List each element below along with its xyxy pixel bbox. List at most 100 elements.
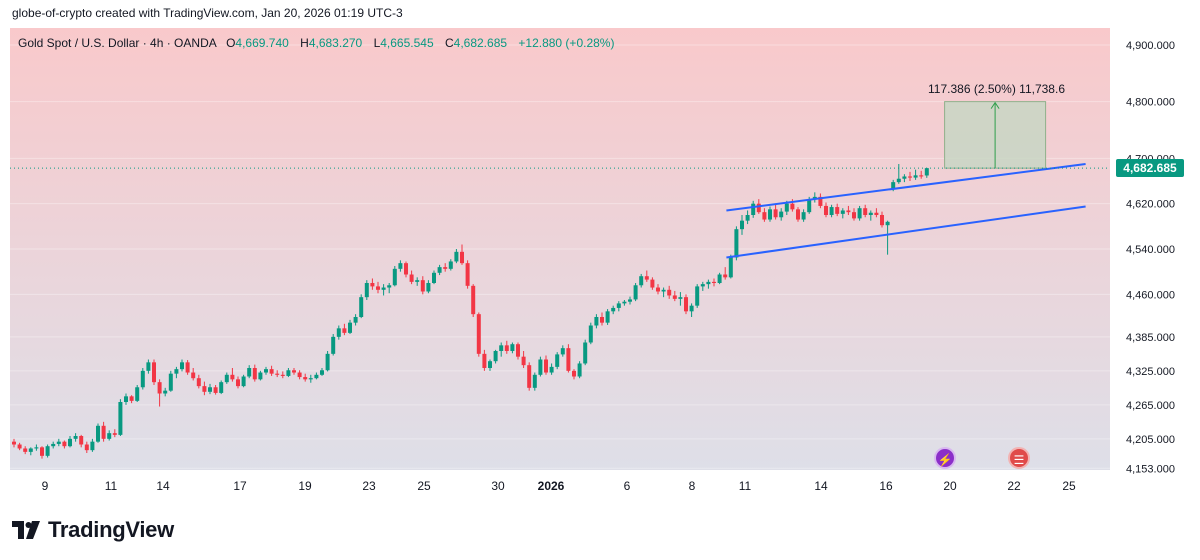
candle-body [96, 425, 100, 442]
brand-footer: TradingView [12, 516, 174, 544]
price-tick-label: 4,153.000 [1126, 463, 1175, 475]
candle-body [135, 387, 140, 401]
candle-body [672, 295, 677, 299]
measure-arrow-head [990, 101, 1000, 109]
candle-body [62, 441, 67, 447]
candle-body [717, 274, 722, 283]
time-tick-label: 17 [233, 479, 247, 493]
candle-body [34, 447, 39, 449]
candle-body [101, 425, 106, 439]
candle-body [437, 267, 442, 273]
candle-body [532, 374, 537, 388]
candle-body [241, 376, 246, 387]
candlestick-chart[interactable]: 4,900.0004,800.0004,700.0004,620.0004,54… [10, 28, 1190, 498]
candle-body [493, 351, 498, 362]
candle-body [90, 441, 95, 451]
time-tick-label: 14 [156, 479, 170, 493]
time-tick-label: 25 [417, 479, 431, 493]
price-tick-label: 4,800.000 [1126, 97, 1175, 109]
candle-body [476, 314, 481, 354]
candle-body [812, 196, 817, 200]
candle-body [56, 441, 61, 444]
candle-body [913, 175, 918, 178]
candle-body [504, 345, 509, 351]
candle-body [521, 356, 526, 366]
us-flag-icon[interactable]: ☰ [1008, 447, 1030, 469]
legend-low-key: L [373, 36, 381, 50]
candle-body [650, 279, 655, 288]
candle-body [303, 377, 308, 380]
candle-body [415, 280, 420, 282]
candle-body [471, 285, 476, 315]
candle-body [157, 382, 162, 394]
last-price-badge: 4,682.685 [1116, 159, 1184, 178]
candle-body [661, 289, 666, 292]
candle-body [745, 215, 750, 221]
candle-body [180, 362, 184, 370]
time-axis[interactable]: 9 11 14 17 19 23 25 30 2026 6 8 11 14 16 20 22 25 [42, 479, 1076, 493]
time-tick-label: 11 [105, 479, 118, 493]
candle-body [616, 303, 621, 308]
candle-body [68, 438, 72, 447]
candle-body [17, 444, 22, 449]
candle-body [891, 182, 896, 190]
candle-body [706, 281, 711, 285]
candle-body [213, 387, 218, 393]
candle-body [107, 433, 112, 439]
candle-body [348, 322, 352, 333]
legend-close: 4,682.685 [453, 36, 508, 50]
time-axis-background [10, 470, 1190, 498]
candle-body [790, 203, 795, 210]
candles [12, 164, 929, 459]
price-range-measure[interactable] [944, 101, 1047, 169]
time-tick-label: 30 [491, 479, 505, 493]
measure-label: 117.386 (2.50%) 11,738.6 [928, 82, 1065, 96]
channel-lower-line [726, 205, 1086, 259]
candle-body [885, 221, 890, 226]
lightning-icon[interactable]: ⚡ [934, 447, 956, 469]
candle-body [392, 268, 397, 286]
candle-body [73, 436, 78, 439]
price-tick-label: 4,900.000 [1126, 40, 1175, 52]
candle-body [482, 353, 487, 368]
candle-body [146, 362, 151, 371]
candle-body [768, 209, 772, 220]
price-tick-label: 4,385.000 [1126, 332, 1175, 344]
candle-body [460, 251, 464, 264]
candle-body [773, 209, 778, 218]
candle-body [129, 396, 134, 401]
chart-panel[interactable]: 4,900.0004,800.0004,700.0004,620.0004,54… [10, 28, 1190, 498]
candle-body [224, 374, 229, 383]
trend-channel[interactable] [726, 163, 1086, 259]
candle-body [852, 212, 856, 219]
candle-body [174, 369, 179, 374]
candle-body [756, 203, 761, 213]
candle-body [863, 208, 868, 215]
candle-body [112, 433, 117, 435]
candle-body [740, 220, 744, 230]
candle-body [168, 373, 173, 391]
candle-body [196, 378, 201, 387]
grid-lines [10, 44, 1110, 469]
candle-body [381, 287, 386, 290]
candle-body [448, 261, 453, 269]
candle-body [846, 210, 851, 213]
candle-body [549, 366, 554, 373]
price-axis[interactable]: 4,900.0004,800.0004,700.0004,620.0004,54… [1126, 40, 1175, 475]
candle-body [118, 402, 123, 435]
time-tick-label: 20 [943, 479, 957, 493]
candle-body [588, 325, 593, 343]
candle-body [633, 285, 638, 300]
candle-body [544, 359, 548, 373]
candle-body [286, 370, 291, 376]
time-tick-label: 11 [739, 479, 752, 493]
price-tick-label: 4,620.000 [1126, 199, 1175, 211]
candle-body [924, 168, 929, 176]
candle-body [600, 317, 604, 323]
candle-body [577, 363, 582, 377]
candle-body [208, 387, 212, 392]
candle-body [527, 365, 532, 388]
chart-credit: globe-of-crypto created with TradingView… [12, 6, 403, 20]
candle-body [247, 368, 252, 377]
candle-body [779, 211, 784, 218]
